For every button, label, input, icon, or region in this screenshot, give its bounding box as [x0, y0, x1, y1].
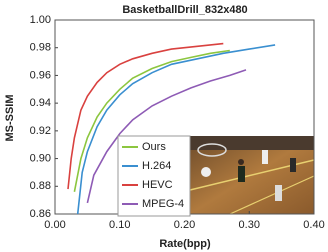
y-tick-label: 0.96 — [30, 69, 51, 81]
legend-label: MPEG-4 — [142, 198, 184, 210]
legend-label: Ours — [142, 141, 166, 153]
x-axis-label: Rate(bpp) — [159, 238, 211, 250]
y-tick-label: 0.90 — [30, 152, 51, 164]
x-tick-label: 0.10 — [109, 219, 130, 231]
chart-title: BasketballDrill_832x480 — [122, 4, 247, 16]
series-line — [86, 69, 247, 204]
y-tick-label: 0.88 — [30, 180, 51, 192]
series-line — [76, 44, 276, 215]
inset-photo — [189, 136, 315, 215]
legend-box — [117, 135, 191, 217]
y-tick-label: 0.98 — [30, 42, 51, 54]
y-tick-label: 0.94 — [30, 97, 51, 109]
y-tick-label: 0.86 — [30, 208, 51, 220]
series-line — [73, 49, 230, 192]
x-tick-label: 0.30 — [239, 219, 260, 231]
x-tick-label: 0.20 — [174, 219, 195, 231]
x-tick-label: 0.00 — [44, 219, 65, 231]
y-tick-label: 1.00 — [30, 14, 51, 26]
y-tick-label: 0.92 — [30, 125, 51, 137]
legend-label: H.264 — [142, 160, 171, 172]
legend-label: HEVC — [142, 179, 173, 191]
y-axis-label: MS-SSIM — [4, 94, 16, 141]
x-tick-label: 0.40 — [303, 219, 324, 231]
series-line — [67, 42, 224, 190]
